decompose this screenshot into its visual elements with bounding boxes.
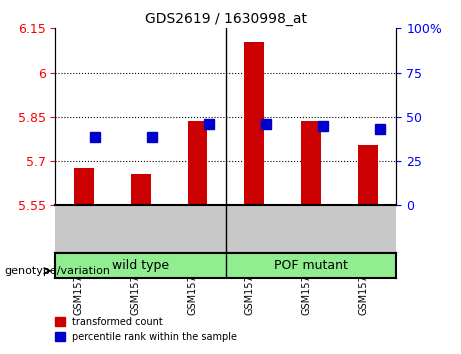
Bar: [301, 121, 321, 205]
Bar: [358, 145, 378, 205]
Text: wild type: wild type: [112, 259, 169, 272]
Legend: transformed count, percentile rank within the sample: transformed count, percentile rank withi…: [51, 313, 241, 346]
Bar: [188, 121, 207, 205]
Bar: [74, 169, 94, 205]
Bar: [244, 41, 264, 205]
Text: genotype/variation: genotype/variation: [5, 266, 111, 276]
Title: GDS2619 / 1630998_at: GDS2619 / 1630998_at: [145, 12, 307, 26]
Bar: [130, 174, 151, 205]
Text: POF mutant: POF mutant: [274, 259, 348, 272]
